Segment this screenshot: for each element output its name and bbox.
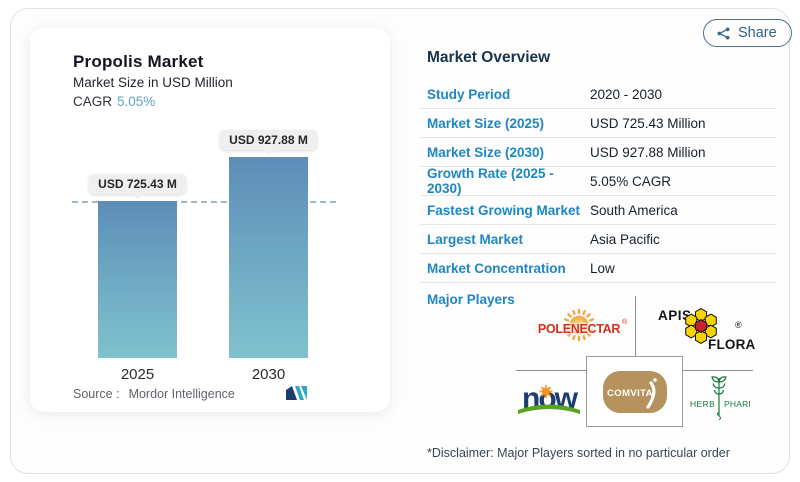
comvita-logo-frame: COMVITA (586, 356, 683, 427)
bar-value-tooltip-2025: USD 725.43 M (89, 174, 186, 199)
bar-group-2030: USD 927.88 M (220, 130, 317, 358)
row-label: Growth Rate (2025 - 2030) (427, 166, 554, 196)
row-value: Asia Pacific (590, 231, 660, 247)
row-value: South America (590, 202, 678, 218)
apis-flora-logo: APIS FLORA ® (656, 306, 755, 354)
source-row: Source : Mordor Intelligence (73, 386, 347, 401)
row-label: Fastest Growing Market (427, 202, 581, 218)
bar-2025 (98, 201, 177, 358)
row-value: USD 927.88 Million (590, 144, 706, 160)
table-row-largest-market: Largest Market Asia Pacific (420, 225, 776, 254)
cagr-label: CAGR (73, 94, 113, 109)
reference-dashline (72, 201, 336, 203)
chart-panel: Propolis Market Market Size in USD Milli… (30, 28, 390, 412)
table-row-market-size-2030: Market Size (2030) USD 927.88 Million (420, 138, 776, 167)
table-row-study-period: Study Period 2020 - 2030 (420, 80, 776, 109)
row-label: Market Concentration (427, 260, 566, 276)
cagr-value: 5.05% (117, 94, 156, 109)
row-label: Study Period (427, 86, 511, 102)
bar-value-tooltip-2030: USD 927.88 M (220, 130, 317, 155)
row-value: USD 725.43 Million (590, 115, 706, 131)
bar-group-2025: USD 725.43 M (89, 174, 186, 358)
share-button-label: Share (738, 25, 777, 41)
major-players-label: Major Players (427, 292, 515, 307)
market-overview-heading: Market Overview (427, 49, 551, 66)
table-row-market-size-2025: Market Size (2025) USD 725.43 Million (420, 109, 776, 138)
registered-mark: ® (622, 319, 628, 326)
sunburst-icon (561, 307, 597, 348)
table-row-fastest-growing-market: Fastest Growing Market South America (420, 196, 776, 225)
source-label: Source : (73, 387, 120, 401)
row-label: Market Size (2025) (427, 115, 545, 131)
row-value: 2020 - 2030 (590, 86, 663, 102)
page-title: Propolis Market (73, 52, 204, 71)
bar-2030 (229, 157, 308, 358)
cagr-line: CAGR 5.05% (73, 94, 155, 109)
source-value: Mordor Intelligence (128, 387, 235, 401)
herb-wordmark: HERB (690, 399, 715, 409)
bar-chart: USD 725.43 M USD 927.88 M 2025 2030 (72, 28, 336, 383)
now-foods-logo: now (516, 378, 582, 418)
row-label: Largest Market (427, 231, 524, 247)
x-axis-label-2025: 2025 (120, 366, 155, 383)
connector-horizontal-line-left (516, 370, 586, 371)
flora-wordmark: FLORA (708, 337, 756, 352)
row-label: Market Size (2030) (427, 144, 545, 160)
registered-mark: ® (735, 320, 742, 330)
mordor-intelligence-logo-icon (285, 385, 308, 406)
polenectar-logo: POLENECTAR ® (533, 307, 628, 349)
table-row-growth-rate: Growth Rate (2025 - 2030) 5.05% CAGR (420, 166, 776, 196)
row-value: 5.05% CAGR (590, 173, 672, 189)
chart-subtitle: Market Size in USD Million (73, 75, 233, 90)
share-icon (716, 26, 731, 41)
apis-wordmark: APIS (658, 308, 692, 323)
connector-horizontal-line-right (683, 370, 753, 371)
overview-table: Study Period 2020 - 2030 Market Size (20… (420, 80, 776, 283)
table-row-market-concentration: Market Concentration Low (420, 254, 776, 283)
polenectar-wordmark: POLENECTAR (537, 322, 621, 336)
pharm-wordmark: PHARM (724, 399, 750, 409)
honeycomb-icon (684, 306, 718, 351)
disclaimer-text: *Disclaimer: Major Players sorted in no … (427, 446, 730, 460)
x-axis-label-2030: 2030 (251, 366, 286, 383)
connector-vertical-line (635, 296, 636, 356)
comvita-wordmark: COMVITA (607, 388, 653, 399)
share-button[interactable]: Share (703, 19, 792, 47)
comvita-logo: COMVITA (603, 371, 667, 413)
row-value: Low (590, 260, 615, 276)
herb-pharm-logo: HERB PHARM (688, 374, 756, 422)
